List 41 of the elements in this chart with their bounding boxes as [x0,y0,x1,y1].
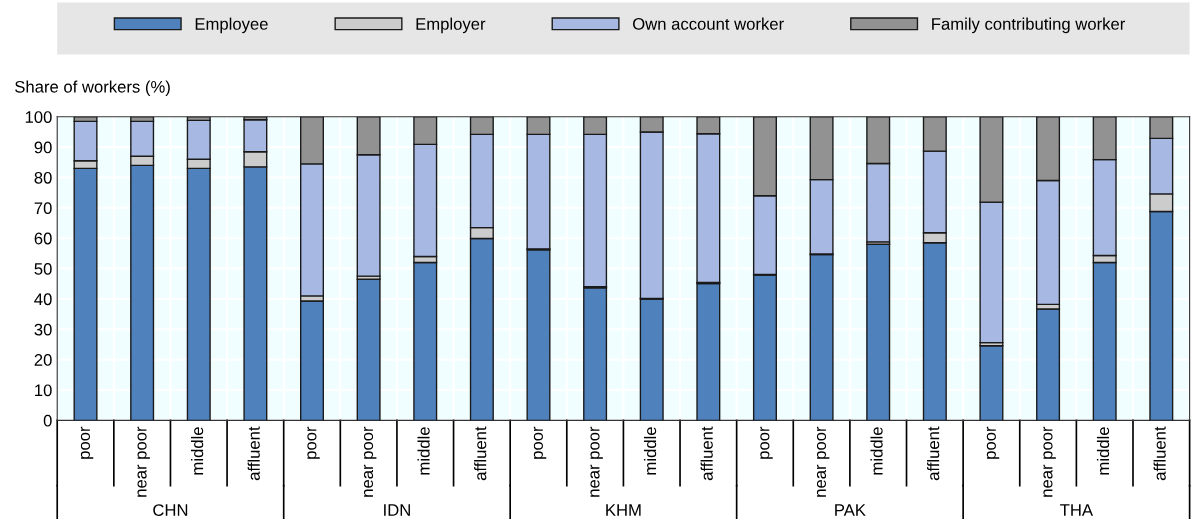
x-tick-label: near poor [137,426,150,497]
x-tick-label: affluent [927,426,940,481]
y-tick-label: 100 [25,111,52,123]
x-tick-label: poor [307,426,320,459]
x-tick-label: affluent [700,426,713,481]
x-tick-label: near poor [363,426,377,497]
legend-label: Employer [416,17,486,34]
x-tick-label: middle [417,427,430,475]
y-tick-label: 20 [34,354,52,366]
x-tick-label: poor [760,426,773,459]
x-tick-label: affluent [1153,426,1166,481]
y-tick-label: 80 [34,171,52,184]
x-tick-label: poor [80,426,94,459]
y-tick-label: 90 [34,141,52,154]
y-tick-label: 50 [34,262,52,275]
x-tick-label: poor [986,426,1000,459]
y-tick-label: 10 [35,384,52,397]
x-tick-label: poor [533,426,547,459]
x-tick-label: near poor [816,426,830,497]
y-tick-label: 60 [34,232,52,245]
x-tick-label: near poor [590,426,603,497]
y-axis-title: Share of workers (%) [15,80,170,96]
legend-label: Own account worker [633,17,784,30]
x-tick-label: near poor [1043,426,1056,497]
x-tick-label: affluent [474,426,487,481]
x-tick-label: middle [643,427,657,475]
y-tick-label: 70 [34,202,52,215]
text: KHM [606,504,641,516]
text: CHN [153,504,188,516]
x-tick-label: middle [1096,427,1110,475]
x-tick-label: middle [870,427,883,475]
y-tick-label: 30 [34,323,52,336]
legend-label: Family contributing worker [932,17,1126,34]
text: THA [1060,504,1094,516]
text: IDN [384,504,410,516]
y-tick-label: 0 [43,414,52,427]
x-tick-label: affluent [247,426,260,481]
text: PAK [835,504,866,516]
legend-label: Employee [195,17,268,34]
y-tick-label: 40 [34,293,52,306]
x-tick-label: middle [191,427,204,475]
